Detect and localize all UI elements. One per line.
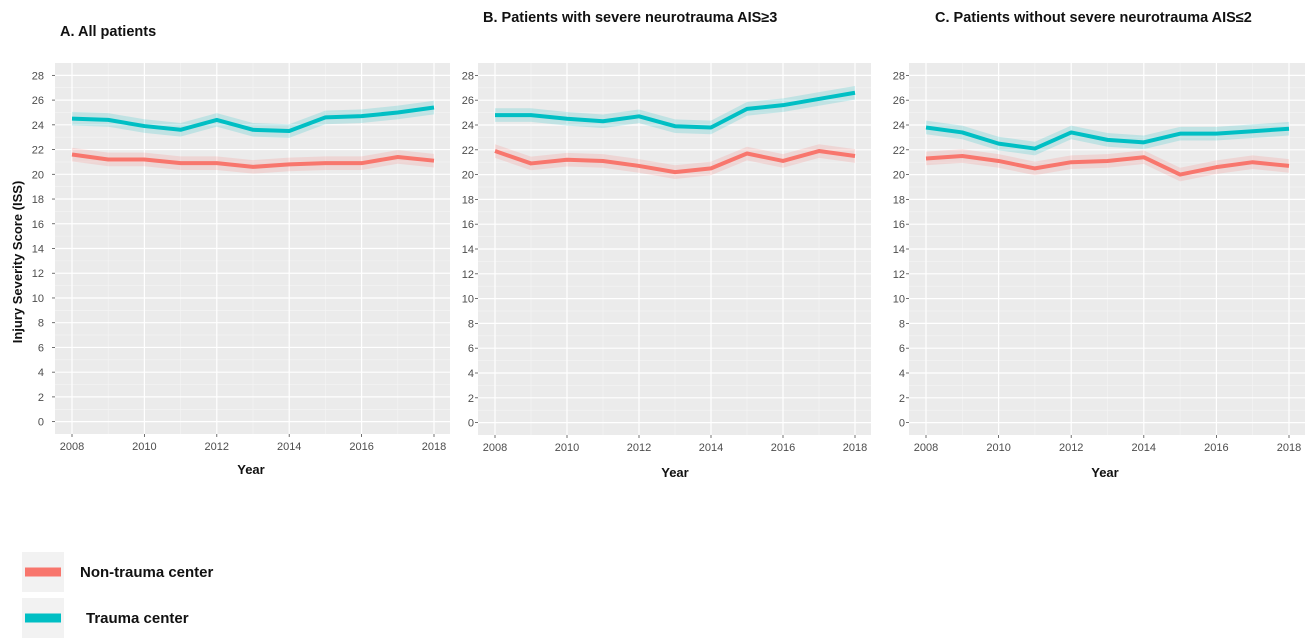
y-tick-label: 0 <box>899 418 905 430</box>
x-tick-label: 2016 <box>349 441 373 453</box>
x-tick-label: 2008 <box>914 442 938 454</box>
x-tick-label: 2016 <box>1204 442 1228 454</box>
y-tick-label: 4 <box>38 367 44 379</box>
y-tick-label: 26 <box>462 95 474 107</box>
y-tick-label: 10 <box>893 294 905 306</box>
x-tick-label: 2008 <box>60 441 84 453</box>
y-tick-label: 4 <box>468 368 474 380</box>
y-tick-label: 4 <box>899 368 905 380</box>
legend-label: Trauma center <box>86 610 189 627</box>
y-tick-label: 22 <box>893 145 905 157</box>
y-tick-label: 28 <box>462 70 474 82</box>
y-tick-label: 20 <box>32 169 44 181</box>
y-tick-label: 18 <box>32 194 44 206</box>
panel-title: C. Patients without severe neurotrauma A… <box>935 10 1252 26</box>
y-tick-label: 14 <box>462 244 474 256</box>
y-tick-label: 16 <box>32 219 44 231</box>
y-tick-label: 18 <box>893 194 905 206</box>
y-tick-label: 10 <box>462 294 474 306</box>
y-tick-label: 12 <box>462 269 474 281</box>
y-tick-label: 24 <box>462 120 474 132</box>
y-tick-label: 2 <box>899 393 905 405</box>
y-tick-label: 20 <box>462 170 474 182</box>
x-tick-label: 2018 <box>422 441 446 453</box>
x-tick-label: 2008 <box>483 442 507 454</box>
y-tick-label: 6 <box>38 342 44 354</box>
series-line-trauma <box>495 90 856 130</box>
series-line-non-trauma <box>925 154 1290 177</box>
y-tick-label: 12 <box>893 269 905 281</box>
panel-title: B. Patients with severe neurotrauma AIS≥… <box>483 10 777 26</box>
x-tick-label: 2012 <box>627 442 651 454</box>
x-tick-label: 2016 <box>771 442 795 454</box>
x-tick-label: 2010 <box>132 441 156 453</box>
x-axis-label: Year <box>661 465 688 480</box>
y-tick-label: 12 <box>32 268 44 280</box>
y-tick-label: 24 <box>32 120 44 132</box>
confidence-band-trauma <box>495 85 855 135</box>
legend-label: Non-trauma center <box>80 564 214 581</box>
legend: Non-trauma center Trauma center <box>22 552 214 638</box>
y-tick-label: 26 <box>893 95 905 107</box>
y-tick-label: 0 <box>468 418 474 430</box>
confidence-band-non-trauma <box>926 149 1289 182</box>
series-line-non-trauma <box>71 152 435 169</box>
y-tick-label: 14 <box>32 244 44 256</box>
x-tick-label: 2018 <box>843 442 867 454</box>
y-tick-label: 16 <box>462 219 474 231</box>
y-tick-label: 28 <box>893 70 905 82</box>
confidence-band-non-trauma <box>495 144 855 179</box>
legend-item-non-trauma: Non-trauma center <box>22 552 214 592</box>
x-axis-label: Year <box>1091 465 1118 480</box>
x-tick-label: 2012 <box>1059 442 1083 454</box>
x-tick-label: 2014 <box>699 442 723 454</box>
y-tick-label: 6 <box>468 343 474 355</box>
x-tick-label: 2012 <box>205 441 229 453</box>
series-line-trauma <box>925 125 1290 151</box>
y-tick-label: 8 <box>468 318 474 330</box>
x-tick-label: 2010 <box>986 442 1010 454</box>
panel-title: A. All patients <box>60 24 156 40</box>
x-tick-label: 2018 <box>1277 442 1301 454</box>
y-tick-label: 8 <box>38 318 44 330</box>
y-tick-label: 26 <box>32 95 44 107</box>
series-line-trauma <box>71 105 435 134</box>
y-tick-label: 8 <box>899 318 905 330</box>
x-tick-label: 2014 <box>277 441 301 453</box>
y-tick-label: 14 <box>893 244 905 256</box>
confidence-band-non-trauma <box>72 147 434 174</box>
y-tick-label: 22 <box>32 145 44 157</box>
series-line-non-trauma <box>494 149 856 175</box>
legend-item-trauma: Trauma center <box>22 598 189 638</box>
y-tick-label: 0 <box>38 417 44 429</box>
x-axis-label: Year <box>237 462 264 477</box>
y-tick-label: 24 <box>893 120 905 132</box>
y-tick-label: 28 <box>32 70 44 82</box>
y-tick-label: 18 <box>462 194 474 206</box>
y-tick-label: 16 <box>893 219 905 231</box>
y-axis-label: Injury Severity Score (ISS) <box>10 181 25 344</box>
y-tick-label: 2 <box>38 392 44 404</box>
y-tick-label: 6 <box>899 343 905 355</box>
y-tick-label: 2 <box>468 393 474 405</box>
y-tick-label: 22 <box>462 145 474 157</box>
x-tick-label: 2014 <box>1132 442 1156 454</box>
y-tick-label: 20 <box>893 170 905 182</box>
x-tick-label: 2010 <box>555 442 579 454</box>
y-tick-label: 10 <box>32 293 44 305</box>
